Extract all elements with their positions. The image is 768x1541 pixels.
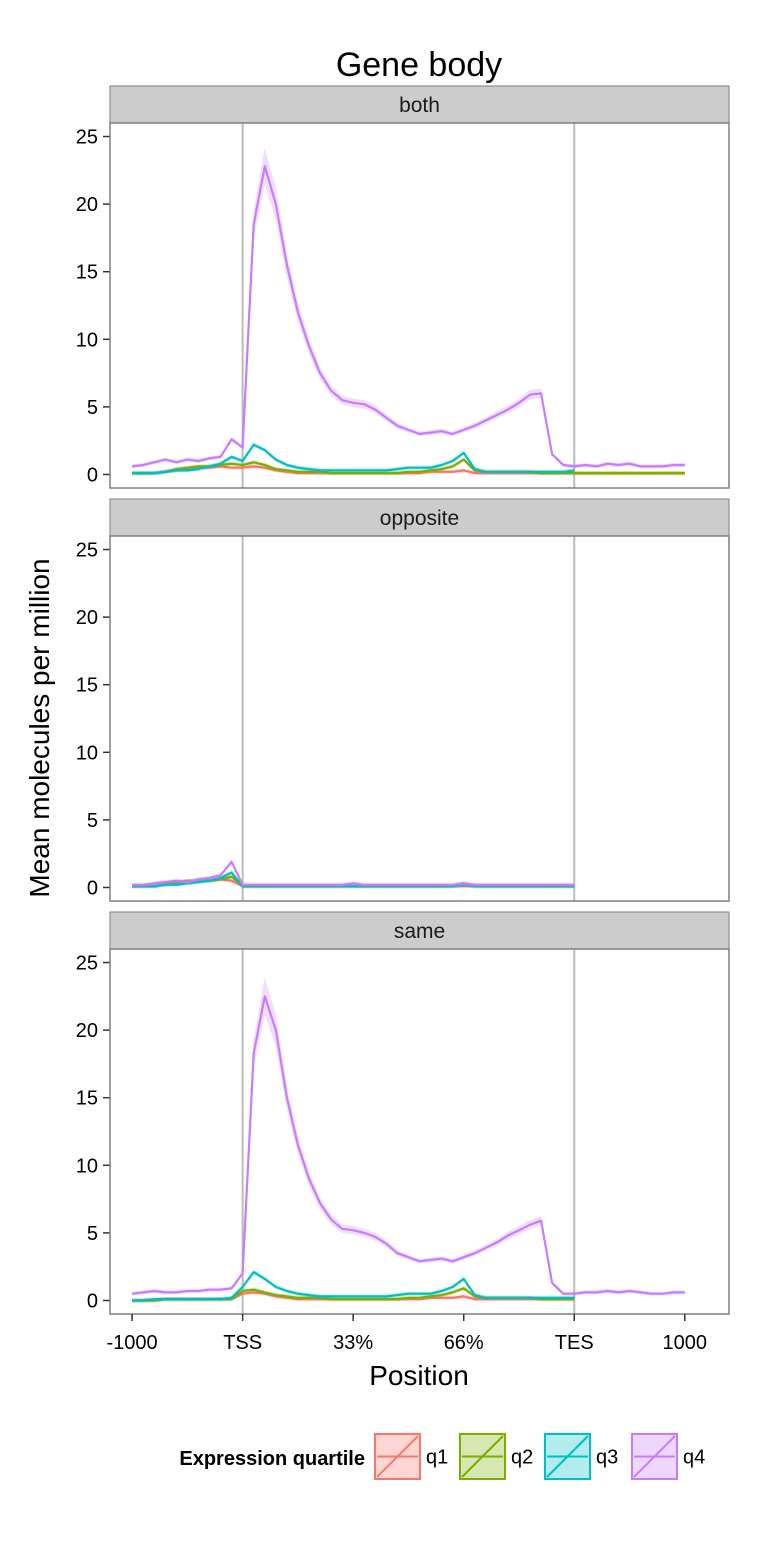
y-tick-label: 5 <box>87 810 98 832</box>
y-tick-label: 0 <box>87 1290 98 1312</box>
y-tick-label: 15 <box>76 1088 98 1110</box>
series-line-q2 <box>132 458 685 475</box>
y-tick-label: 20 <box>76 194 98 216</box>
panel-background <box>110 123 729 488</box>
facet-panel-both: both 0 5 10 15 20 25 <box>76 85 730 489</box>
panel-background <box>110 536 729 901</box>
x-tick-label: 66% <box>444 1332 484 1354</box>
y-tick-label: 10 <box>76 742 98 764</box>
panel-border <box>109 948 730 1315</box>
facet-strip-label: same <box>394 920 445 943</box>
panel-border <box>109 535 730 902</box>
y-tick-label: 25 <box>76 127 98 149</box>
y-tick-label: 10 <box>76 329 98 351</box>
x-tick-label: TES <box>555 1332 594 1354</box>
legend-item-q2: q2 <box>459 1433 533 1480</box>
legend-label: q3 <box>596 1447 618 1469</box>
legend-label: q1 <box>426 1447 448 1469</box>
y-tick-label: 20 <box>76 607 98 629</box>
x-tick-label: 33% <box>333 1332 373 1354</box>
facet-strip-label: both <box>399 94 440 117</box>
y-axis-title: Mean molecules per million <box>24 558 55 897</box>
y-tick-label: 5 <box>87 1223 98 1245</box>
facet-panel-same: same 0 5 10 15 20 25 <box>76 911 730 1315</box>
series-line-q4 <box>131 165 685 468</box>
series-line-q3 <box>132 443 575 475</box>
legend-label: q4 <box>683 1447 705 1469</box>
panel-background <box>110 949 729 1314</box>
facet-strip-label: opposite <box>380 507 459 530</box>
legend-item-q4: q4 <box>631 1433 705 1480</box>
series-line-q3 <box>132 1271 575 1302</box>
x-tick-label: -1000 <box>107 1332 158 1354</box>
series-line-q3 <box>132 871 575 888</box>
y-tick-label: 10 <box>76 1155 98 1177</box>
y-tick-label: 5 <box>87 397 98 419</box>
legend: Expression quartile q1 q2 q3 q4 <box>179 1433 705 1480</box>
legend-items: q1 q2 q3 q4 <box>374 1433 705 1480</box>
legend-label: q2 <box>511 1447 533 1469</box>
legend-title: Expression quartile <box>179 1448 365 1470</box>
facet-strip <box>109 911 730 950</box>
y-tick-label: 25 <box>76 540 98 562</box>
x-tick-label: 1000 <box>663 1332 708 1354</box>
y-tick-label: 0 <box>87 877 98 899</box>
y-tick-label: 15 <box>76 262 98 284</box>
y-tick-label: 20 <box>76 1020 98 1042</box>
x-axis-title: Position <box>369 1360 469 1391</box>
series-line-q4 <box>132 860 575 886</box>
series-line-q4 <box>131 995 685 1295</box>
chart-title: Gene body <box>336 46 502 84</box>
x-axis: -1000 TSS 33% 66% TES 1000 <box>107 1314 708 1354</box>
x-tick-label: TSS <box>223 1332 262 1354</box>
facet-strip <box>109 85 730 124</box>
legend-item-q3: q3 <box>544 1433 618 1480</box>
facet-panel-opposite: opposite 0 5 10 15 20 25 <box>76 498 730 902</box>
panel-border <box>109 122 730 489</box>
y-tick-label: 15 <box>76 675 98 697</box>
facet-strip <box>109 498 730 537</box>
y-tick-label: 25 <box>76 953 98 975</box>
legend-item-q1: q1 <box>374 1433 448 1480</box>
y-tick-label: 0 <box>87 464 98 486</box>
facet-panels: both 0 5 10 15 20 25 opposite 0 5 10 15 20 25 same 0 5 10… <box>76 85 730 1315</box>
